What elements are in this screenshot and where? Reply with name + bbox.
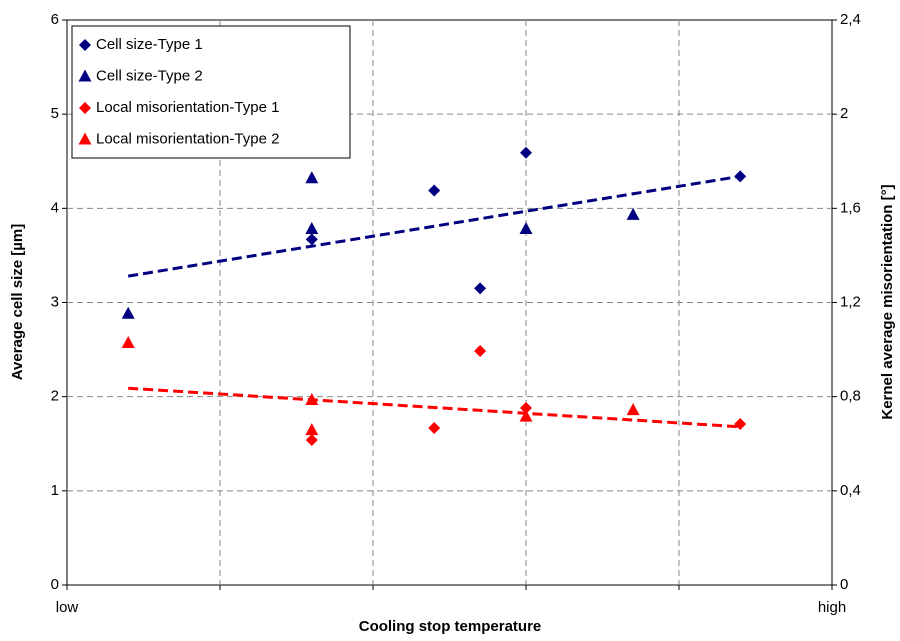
legend-marker <box>79 39 91 51</box>
x-tick-label: low <box>56 599 79 616</box>
x-tick-label: high <box>818 599 846 616</box>
data-point <box>428 421 441 434</box>
marks <box>121 146 747 446</box>
y2-tick-label: 1,6 <box>840 199 861 216</box>
trend-line <box>127 174 741 278</box>
y2-tick-label: 2,4 <box>840 11 861 28</box>
data-point <box>305 433 318 446</box>
data-point <box>626 207 640 220</box>
legend-box <box>71 25 351 159</box>
y-tick-label: 1 <box>51 482 59 499</box>
data-point <box>121 306 135 319</box>
y-axis-title: Average cell size [µm] <box>9 224 26 381</box>
y2-tick-label: 1,2 <box>840 293 861 310</box>
y-tick-label: 2 <box>51 388 59 405</box>
data-point <box>121 335 135 348</box>
data-point <box>305 233 318 246</box>
data-point <box>520 146 532 159</box>
legend-marker <box>79 102 91 114</box>
data-point <box>474 344 487 357</box>
data-point <box>474 282 487 295</box>
data-point <box>520 401 532 414</box>
legend-label: Cell size-Type 1 <box>96 36 203 53</box>
y2-axis-title: Kernel average misorientation [°] <box>879 184 896 419</box>
y-tick-label: 5 <box>51 105 59 122</box>
y2-tick-label: 0,8 <box>840 388 861 405</box>
data-point <box>519 409 533 422</box>
trend-line <box>128 386 741 429</box>
y2-tick-label: 0 <box>840 576 848 593</box>
x-axis-title: Cooling stop temperature <box>359 618 542 635</box>
y-tick-label: 4 <box>51 199 59 216</box>
data-point <box>734 170 747 183</box>
y2-tick-label: 0,4 <box>840 482 861 499</box>
legend-label: Cell size-Type 2 <box>96 67 203 84</box>
y-tick-label: 6 <box>51 11 59 28</box>
data-point <box>305 171 319 184</box>
data-point <box>305 423 319 436</box>
data-point <box>428 184 441 197</box>
data-point <box>519 222 533 235</box>
legend-label: Local misorientation-Type 1 <box>96 99 279 116</box>
legend-marker <box>78 69 92 82</box>
legend-label: Local misorientation-Type 2 <box>96 130 279 147</box>
data-point <box>626 403 640 416</box>
data-point <box>305 222 319 235</box>
y-tick-label: 0 <box>51 576 59 593</box>
legend-marker <box>78 132 92 145</box>
data-point <box>734 417 747 430</box>
y-tick-label: 3 <box>51 293 59 310</box>
data-point <box>305 392 319 405</box>
y2-tick-label: 2 <box>840 105 848 122</box>
